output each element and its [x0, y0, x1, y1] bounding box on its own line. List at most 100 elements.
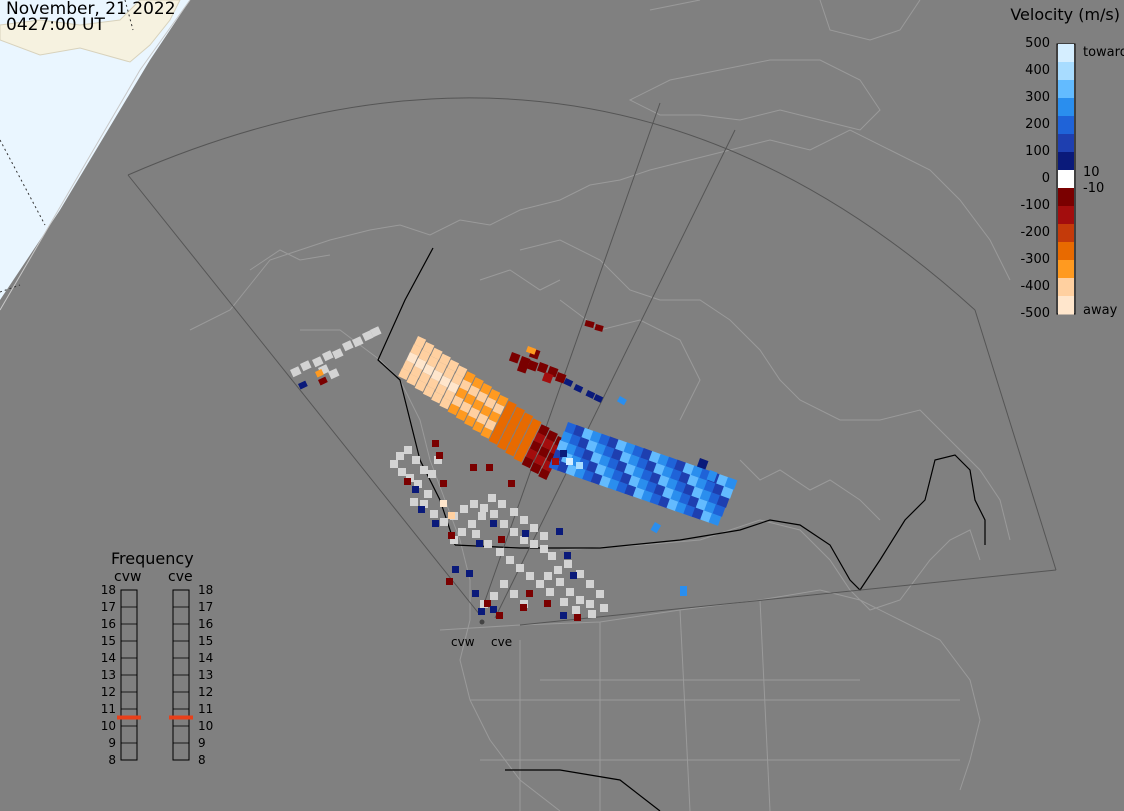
- velocity-cell: [564, 552, 571, 559]
- inner-tick-negative: -10: [1083, 181, 1105, 196]
- velocity-cell: [516, 361, 529, 374]
- colorbar-segment: [1058, 206, 1074, 225]
- velocity-cell: [424, 490, 432, 498]
- velocity-cell: [505, 444, 518, 457]
- velocity-cell: [536, 580, 544, 588]
- velocity-cell: [398, 368, 411, 380]
- velocity-cell: [488, 388, 501, 401]
- velocity-cell: [490, 606, 497, 613]
- velocity-cell: [708, 512, 722, 526]
- velocity-cell: [406, 373, 419, 386]
- velocity-cell: [517, 420, 530, 433]
- velocity-cell: [490, 520, 497, 527]
- velocity-cell: [588, 610, 596, 618]
- frequency-radar-cvw: cvw: [114, 569, 142, 585]
- velocity-cell: [530, 540, 538, 548]
- velocity-cell: [594, 324, 604, 332]
- velocity-cell: [529, 418, 542, 431]
- velocity-cell: [370, 326, 382, 338]
- velocity-cell: [410, 498, 418, 506]
- colorbar-segment: [1058, 260, 1074, 279]
- velocity-cell: [509, 414, 521, 427]
- daylight-region: [0, 0, 190, 300]
- frequency-scale-label: 16: [198, 617, 214, 631]
- velocity-cell: [402, 360, 415, 372]
- velocity-cell: [720, 485, 734, 499]
- velocity-cell: [390, 460, 398, 468]
- velocity-cell: [712, 504, 726, 517]
- velocity-cell: [480, 383, 493, 396]
- velocity-cell: [513, 428, 526, 441]
- velocity-cell: [500, 580, 508, 588]
- velocity-cell: [525, 426, 538, 439]
- velocity-cell: [422, 363, 435, 376]
- date-label: November, 21 2022: [6, 0, 176, 19]
- velocity-cell: [484, 540, 492, 548]
- velocity-cell: [472, 590, 479, 597]
- colorbar-segment: [1058, 98, 1074, 117]
- frequency-scale-label: 13: [198, 668, 214, 682]
- velocity-cell: [362, 330, 374, 342]
- velocity-cell: [544, 600, 551, 607]
- velocity-cell: [436, 452, 443, 459]
- velocity-cell: [470, 464, 477, 471]
- velocity-cell: [576, 570, 584, 578]
- frequency-scale-label: 14: [100, 651, 116, 665]
- velocity-cell: [396, 452, 404, 460]
- velocity-cell: [459, 401, 472, 414]
- velocity-cell: [496, 394, 509, 407]
- frequency-scale-label: 18: [100, 583, 116, 597]
- velocity-cell: [724, 476, 738, 490]
- velocity-cell: [521, 434, 534, 447]
- velocity-cell: [414, 379, 427, 392]
- frequency-scale-label: 10: [100, 719, 116, 733]
- velocity-cell: [574, 614, 581, 621]
- velocity-cell: [554, 566, 562, 574]
- velocity-cell: [530, 524, 538, 532]
- velocity-cell: [418, 371, 431, 384]
- velocity-cell: [510, 528, 518, 536]
- velocity-cell: [696, 458, 709, 470]
- colorbar-tick-label: 0: [1041, 171, 1050, 186]
- radar-site-label-cve: cve: [491, 635, 513, 649]
- velocity-cell: [430, 347, 443, 360]
- velocity-cell: [458, 528, 466, 536]
- velocity-cell: [572, 606, 580, 614]
- velocity-cell: [463, 371, 476, 384]
- velocity-cell: [554, 372, 567, 384]
- velocity-cell: [538, 468, 551, 480]
- velocity-colorbar: [1056, 43, 1076, 315]
- velocity-cell: [496, 416, 509, 429]
- velocity-cell: [460, 505, 468, 513]
- velocity-cell: [560, 450, 567, 457]
- velocity-cell: [404, 446, 412, 454]
- colorbar-segment: [1058, 80, 1074, 99]
- velocity-cell: [450, 536, 458, 544]
- velocity-cell: [556, 528, 563, 535]
- frequency-gauges: [117, 589, 193, 761]
- velocity-cell: [546, 588, 554, 596]
- velocity-cell: [434, 456, 442, 464]
- velocity-cell: [484, 600, 491, 607]
- velocity-cell: [533, 454, 546, 467]
- velocity-cell: [576, 596, 584, 604]
- frequency-scale-label: 11: [198, 702, 214, 716]
- velocity-cell: [504, 400, 517, 413]
- velocity-cell: [505, 422, 517, 435]
- colorbar-segment: [1058, 278, 1074, 297]
- velocity-cell: [521, 412, 534, 425]
- velocity-cell: [298, 380, 308, 390]
- velocity-cell: [500, 520, 508, 528]
- velocity-cell: [468, 407, 481, 420]
- velocity-cell: [501, 430, 513, 443]
- velocity-cell: [536, 361, 549, 374]
- velocity-cell: [517, 442, 530, 455]
- velocity-cell: [563, 378, 574, 387]
- velocity-cell: [472, 420, 485, 433]
- velocity-cell: [541, 438, 554, 451]
- borders: [377, 247, 986, 811]
- velocity-cell: [593, 394, 604, 403]
- velocity-cell: [560, 612, 567, 619]
- velocity-cell: [525, 448, 538, 461]
